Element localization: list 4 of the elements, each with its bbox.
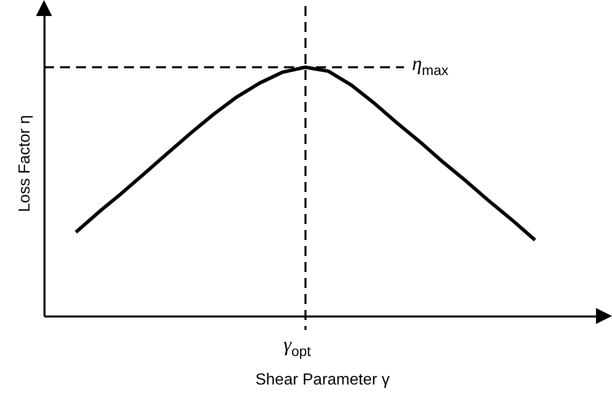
y-axis-title: Loss Factor η [16,115,34,212]
annotation: η$_{max}$ [412,53,448,78]
text: γ$_{opt}$ [283,334,311,359]
x-axis-title: Shear Parameter γ [255,372,390,388]
